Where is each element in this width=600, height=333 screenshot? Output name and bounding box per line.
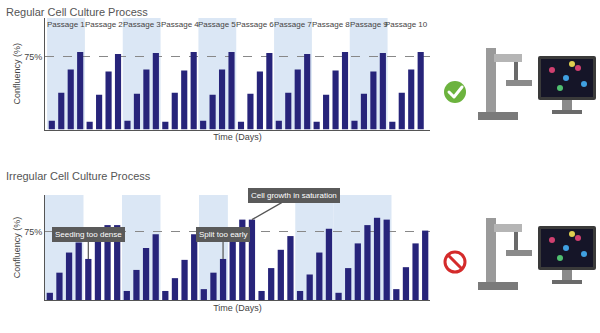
svg-text:75%: 75% bbox=[24, 227, 42, 237]
svg-text:Confluency (%): Confluency (%) bbox=[12, 43, 22, 105]
svg-text:Time (Days): Time (Days) bbox=[213, 303, 262, 313]
svg-text:Regular Cell Culture Process: Regular Cell Culture Process bbox=[6, 6, 148, 18]
svg-text:Passage 7: Passage 7 bbox=[274, 20, 312, 29]
svg-text:Irregular Cell Culture Process: Irregular Cell Culture Process bbox=[6, 170, 151, 182]
svg-text:Passage 2: Passage 2 bbox=[85, 20, 123, 29]
svg-text:Passage 10: Passage 10 bbox=[385, 20, 428, 29]
svg-text:Passage 3: Passage 3 bbox=[123, 20, 161, 29]
svg-text:Passage 8: Passage 8 bbox=[312, 20, 350, 29]
svg-text:Passage 4: Passage 4 bbox=[161, 20, 199, 29]
svg-text:75%: 75% bbox=[24, 52, 42, 62]
svg-text:Passage 9: Passage 9 bbox=[350, 20, 388, 29]
svg-text:Confluency (%): Confluency (%) bbox=[12, 217, 22, 279]
svg-text:Cell growth in saturation: Cell growth in saturation bbox=[251, 191, 337, 200]
svg-text:Split too early: Split too early bbox=[199, 230, 247, 239]
svg-text:Seeding too dense: Seeding too dense bbox=[55, 230, 122, 239]
svg-text:Time (Days): Time (Days) bbox=[213, 132, 262, 142]
svg-text:Passage 6: Passage 6 bbox=[236, 20, 274, 29]
svg-text:Passage 1: Passage 1 bbox=[47, 20, 85, 29]
svg-text:Passage 5: Passage 5 bbox=[198, 20, 236, 29]
